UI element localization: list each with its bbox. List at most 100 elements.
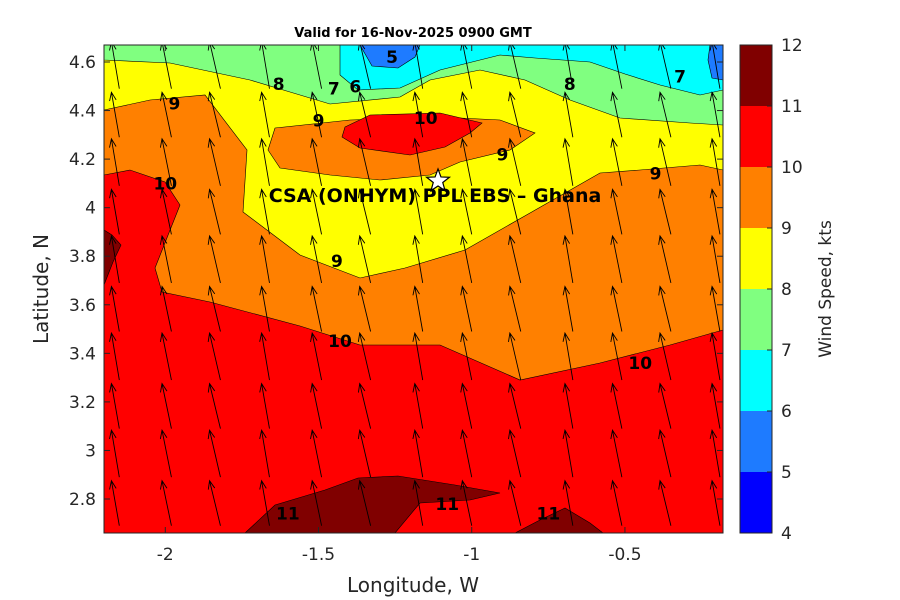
wind-arrow — [562, 234, 574, 284]
wind-arrow — [460, 479, 473, 526]
colorbar-block-10-11 — [740, 106, 772, 167]
wind-arrow — [109, 45, 120, 89]
x-axis-label: Longitude, W — [347, 573, 479, 597]
y-tick-label: 4.4 — [69, 102, 96, 122]
wind-arrow — [610, 91, 623, 138]
wind-arrow — [562, 428, 574, 478]
plot-frame — [103, 44, 724, 534]
x-tick-label: -0.5 — [608, 545, 641, 565]
wind-arrow — [159, 428, 172, 478]
wind-arrow — [709, 382, 721, 429]
contour-label: 11 — [536, 505, 560, 525]
wind-arrow — [610, 234, 623, 284]
site-marker-group: CSA (ONHYM) PPL EBS – Ghana — [269, 167, 602, 207]
wind-arrow — [207, 234, 221, 284]
x-tick-label: -1.5 — [302, 545, 335, 565]
wind-arrow — [259, 234, 270, 284]
wind-arrow — [310, 137, 323, 186]
wind-arrow — [259, 137, 270, 186]
wind-arrow — [310, 331, 323, 381]
wind-arrow — [562, 188, 574, 235]
site-star-icon — [424, 167, 452, 193]
wind-arrow — [709, 479, 721, 526]
contour-label: 8 — [273, 75, 285, 95]
wind-arrow — [412, 188, 424, 235]
wind-arrow — [310, 428, 323, 478]
wind-arrow — [207, 479, 221, 526]
colorbar-block-9-10 — [740, 167, 772, 228]
wind-arrow — [159, 137, 172, 186]
wind-arrow — [709, 91, 721, 138]
contour-label: 7 — [674, 68, 686, 88]
wind-arrow — [460, 188, 473, 235]
wind-arrow — [109, 428, 120, 478]
wind-arrow — [658, 428, 672, 478]
wind-arrow — [508, 234, 522, 284]
wind-arrow — [658, 188, 672, 235]
contour-label: 7 — [328, 80, 340, 100]
wind-arrow — [259, 285, 270, 332]
wind-arrow — [357, 331, 372, 381]
wind-arrow — [109, 234, 120, 284]
wind-arrow — [610, 45, 623, 89]
wind-arrow — [412, 479, 424, 526]
wind-arrow — [508, 479, 522, 526]
wind-arrow — [610, 331, 623, 381]
y-axis-ticks: 2.8 3 3.2 3.4 3.6 3.8 4 4.2 4.4 4.6 — [69, 53, 723, 510]
wind-arrow — [412, 382, 424, 429]
wind-arrow — [658, 382, 672, 429]
wind-arrow — [658, 137, 672, 186]
wind-arrow — [357, 188, 372, 235]
wind-arrow — [160, 479, 172, 526]
chart-title: Valid for 16-Nov-2025 0900 GMT — [294, 26, 532, 41]
colorbar-block-7-8 — [740, 289, 772, 350]
wind-arrow — [109, 188, 120, 235]
wind-arrow — [207, 382, 221, 429]
wind-arrow — [658, 285, 672, 332]
contour-label: 9 — [331, 252, 343, 272]
colorbar-tick-label: 7 — [781, 341, 792, 361]
wind-arrow — [508, 285, 522, 332]
wind-arrow — [412, 428, 424, 478]
wind-arrow — [109, 91, 120, 138]
wind-arrow — [109, 382, 120, 429]
colorbar-tick-label: 5 — [781, 463, 792, 483]
wind-arrow — [562, 331, 574, 381]
contour-label: 10 — [328, 332, 352, 352]
colorbar-block-5-6 — [740, 411, 772, 472]
wind-arrow — [508, 428, 522, 478]
wind-arrow — [357, 382, 372, 429]
wind-arrow — [109, 285, 120, 332]
wind-arrow — [460, 331, 473, 381]
wind-arrow — [610, 382, 623, 429]
wind-arrow — [160, 188, 172, 235]
band-10-11-island — [341, 112, 483, 156]
wind-arrow — [259, 188, 270, 235]
wind-arrow — [709, 331, 721, 381]
band-6-7 — [339, 45, 723, 96]
colorbar-tick-label: 10 — [781, 158, 803, 178]
colorbar-block-6-7 — [740, 350, 772, 411]
x-axis-ticks: -2 -1.5 -1 -0.5 — [157, 45, 642, 565]
contour-label: 11 — [276, 505, 300, 525]
wind-arrow — [310, 234, 323, 284]
wind-arrow — [658, 91, 672, 138]
wind-arrow — [310, 45, 323, 89]
wind-arrow — [562, 479, 574, 526]
band-7-8 — [104, 45, 723, 126]
wind-arrow — [357, 285, 372, 332]
wind-arrow — [658, 479, 672, 526]
colorbar-tick-label: 12 — [781, 36, 803, 56]
wind-arrow — [508, 382, 522, 429]
wind-arrow — [259, 331, 270, 381]
wind-arrow — [310, 285, 323, 332]
wind-arrow — [460, 382, 473, 429]
wind-arrow — [460, 137, 473, 186]
site-label: CSA (ONHYM) PPL EBS – Ghana — [269, 185, 602, 207]
wind-arrow — [460, 45, 473, 89]
y-tick-label: 3 — [85, 441, 96, 461]
wind-arrow — [412, 331, 424, 381]
wind-arrow — [207, 91, 221, 138]
band-11-12-southeast — [514, 507, 604, 533]
colorbar-tick-label: 9 — [781, 219, 792, 239]
